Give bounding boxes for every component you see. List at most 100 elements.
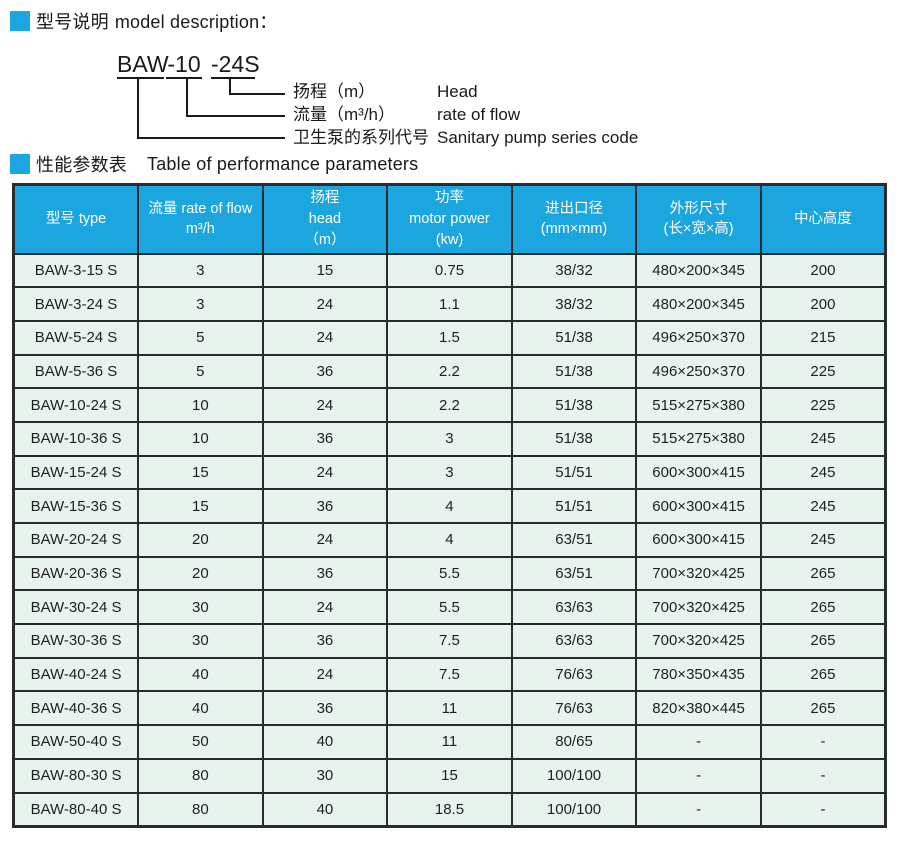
- table-cell: 76/63: [510, 690, 638, 727]
- table-cell: 15: [386, 757, 513, 794]
- table-cell: -: [635, 757, 762, 794]
- connector-line: [137, 79, 139, 139]
- performance-table-body: BAW-3-15 S 3 15 0.75 38/32 480×200×345 200 BAW-…: [12, 252, 887, 828]
- header-line: 扬程: [310, 190, 340, 207]
- table-row: BAW-30-36 S 30 36 7.5 63/63 700×320×425 265: [12, 623, 887, 659]
- table-row: BAW-5-24 S 5 24 1.5 51/38 496×250×370 215: [12, 319, 887, 356]
- blue-square-icon: [10, 11, 30, 31]
- table-cell: 245: [759, 522, 887, 558]
- table-cell: -: [759, 791, 887, 828]
- table-cell: 4: [386, 488, 513, 524]
- table-cell: 7.5: [386, 656, 513, 693]
- connector-line: [186, 115, 285, 117]
- table-cell: BAW-15-36 S: [12, 488, 140, 524]
- code-part-head: -24S: [211, 51, 260, 79]
- table-cell: 700×320×425: [635, 623, 762, 659]
- table-cell: 265: [759, 623, 887, 659]
- header-line: (kw): [435, 231, 464, 248]
- model-description-title: 型号说明 model description：: [10, 8, 278, 34]
- table-cell: 820×380×445: [635, 690, 762, 727]
- table-cell: 36: [261, 488, 389, 524]
- table-cell: 24: [261, 656, 389, 693]
- header-line: 进出口径: [545, 200, 604, 217]
- table-cell: 36: [261, 690, 389, 727]
- table-row: BAW-20-24 S 20 24 4 63/51 600×300×415 245: [12, 522, 887, 558]
- code-part-flow: -10: [166, 51, 202, 79]
- table-cell: 24: [261, 387, 389, 423]
- table-cell: 265: [759, 656, 887, 693]
- table-row: BAW-40-24 S 40 24 7.5 76/63 780×350×435 265: [12, 656, 887, 693]
- header-line: (长×宽×高): [663, 221, 734, 238]
- header-line: motor power: [409, 210, 490, 227]
- legend-flow-en: rate of flow: [437, 105, 521, 124]
- table-cell: 24: [261, 319, 389, 356]
- table-cell: 51/38: [510, 319, 638, 356]
- table-cell: 40: [261, 791, 389, 828]
- table-cell: 3: [386, 420, 513, 457]
- table-cell: BAW-10-24 S: [12, 387, 140, 423]
- table-cell: 36: [261, 353, 389, 390]
- table-row: BAW-3-15 S 3 15 0.75 38/32 480×200×345 200: [12, 252, 887, 289]
- table-cell: BAW-20-24 S: [12, 522, 140, 558]
- table-cell: 480×200×345: [635, 286, 762, 322]
- table-cell: -: [635, 791, 762, 828]
- table-cell: 15: [137, 488, 264, 524]
- header-line: 功率: [434, 190, 464, 207]
- table-cell: BAW-50-40 S: [12, 724, 140, 760]
- table-cell: 11: [386, 724, 513, 760]
- header-line: 中心高度: [793, 210, 852, 227]
- table-row: BAW-20-36 S 20 36 5.5 63/51 700×320×425 265: [12, 555, 887, 592]
- header-cell-2: 扬程 head （m）: [261, 183, 389, 255]
- connector-line: [229, 93, 285, 95]
- table-cell: 11: [386, 690, 513, 727]
- table-cell: 265: [759, 555, 887, 592]
- header-cell-0: 型号 type: [12, 183, 140, 255]
- table-cell: 3: [137, 286, 264, 322]
- table-cell: 245: [759, 454, 887, 491]
- table-cell: 63/51: [510, 555, 638, 592]
- performance-table: 型号 type 流量 rate of flow m³/h 扬程 head （m） 功率 mot…: [12, 183, 887, 828]
- table-cell: 63/63: [510, 589, 638, 626]
- table-row: BAW-30-24 S 30 24 5.5 63/63 700×320×425 265: [12, 589, 887, 626]
- table-cell: BAW-80-40 S: [12, 791, 140, 828]
- table-cell: 225: [759, 353, 887, 390]
- table-row: BAW-10-24 S 10 24 2.2 51/38 515×275×380 225: [12, 387, 887, 423]
- table-cell: BAW-20-36 S: [12, 555, 140, 592]
- table-cell: 40: [261, 724, 389, 760]
- header-row: 型号 type 流量 rate of flow m³/h 扬程 head （m） 功率 mot…: [12, 183, 887, 255]
- table-cell: 76/63: [510, 656, 638, 693]
- header-cell-1: 流量 rate of flow m³/h: [137, 183, 264, 255]
- table-cell: 38/32: [510, 252, 638, 289]
- connector-line: [229, 79, 231, 95]
- legend-head-zh: 扬程（m）: [293, 82, 376, 101]
- table-cell: 215: [759, 319, 887, 356]
- performance-title-en: Table of performance parameters: [147, 153, 419, 174]
- legend-series-en: Sanitary pump series code: [437, 128, 639, 147]
- table-cell: 600×300×415: [635, 522, 762, 558]
- table-row: BAW-50-40 S 50 40 11 80/65- -: [12, 724, 887, 760]
- table-cell: 50: [137, 724, 264, 760]
- table-cell: BAW-40-24 S: [12, 656, 140, 693]
- table-cell: 5.5: [386, 555, 513, 592]
- table-cell: 245: [759, 420, 887, 457]
- table-cell: 265: [759, 690, 887, 727]
- table-cell: 5.5: [386, 589, 513, 626]
- table-cell: 24: [261, 589, 389, 626]
- table-cell: 2.2: [386, 387, 513, 423]
- table-cell: BAW-80-30 S: [12, 757, 140, 794]
- table-cell: 15: [261, 252, 389, 289]
- performance-title: 性能参数表 Table of performance parameters: [10, 151, 418, 177]
- table-cell: 63/63: [510, 623, 638, 659]
- table-row: BAW-15-36 S 15 36 4 51/51 600×300×415 245: [12, 488, 887, 524]
- table-cell: BAW-15-24 S: [12, 454, 140, 491]
- code-part-series: BAW: [117, 51, 169, 79]
- table-cell: 100/100: [510, 757, 638, 794]
- table-cell: 1.1: [386, 286, 513, 322]
- table-cell: 225: [759, 387, 887, 423]
- table-cell: 700×320×425: [635, 555, 762, 592]
- table-cell: 36: [261, 623, 389, 659]
- table-row: BAW-40-36 S 40 36 11 76/63 820×380×445 265: [12, 690, 887, 727]
- table-cell: 30: [137, 623, 264, 659]
- table-cell: 4: [386, 522, 513, 558]
- table-cell: -: [759, 757, 887, 794]
